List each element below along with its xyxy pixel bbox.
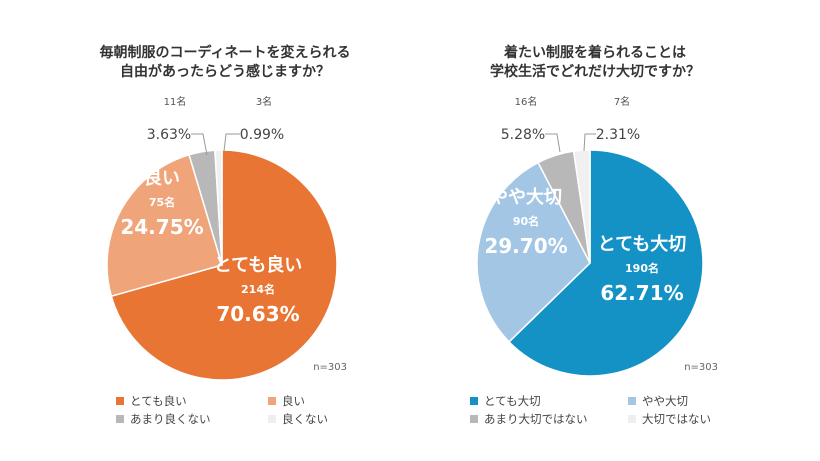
chart-2-slice-3-percent-label: 5.28%: [501, 127, 545, 143]
chart-1-legend-item-4: 良くない: [268, 411, 328, 427]
chart-2-slice-2-category-label: やや大切: [490, 186, 562, 208]
chart-2-legend-item-2: やや大切: [628, 393, 688, 409]
chart-1-slice-2-percent-label: 24.75%: [120, 215, 203, 239]
chart-1-legend-swatch-2: [268, 397, 276, 405]
chart-2-legend-swatch-1: [470, 397, 478, 405]
chart-2-title-line-1: 着たい制服を着られることは: [504, 45, 686, 61]
chart-1-slice-1: [110, 149, 338, 381]
chart-1-slice-1-category-label: とても良い: [214, 254, 303, 276]
chart-2-slice-1: [507, 149, 704, 377]
chart-1-legend-item-1: とても良い: [116, 393, 187, 409]
chart-1-title-line-2: 自由があったらどう感じますか？: [120, 64, 330, 80]
chart-1-legend-label-4: 良くない: [282, 412, 328, 426]
chart-1-legend-label-2: 良い: [282, 394, 305, 408]
chart-2-slice-2-count-label: 90名: [513, 214, 539, 228]
chart-2-legend-swatch-4: [628, 415, 636, 423]
chart-1-slice-4: [214, 149, 223, 266]
chart-1-slice-3-count-label: 11名: [164, 95, 187, 108]
chart-2-slice-3-leader-line: [545, 133, 561, 153]
chart-1-legend-label-1: とても良い: [130, 394, 187, 408]
chart-1-title-line-1: 毎朝制服のコーディネートを変えられる: [99, 45, 351, 61]
chart-2-legend-swatch-3: [470, 415, 478, 423]
chart-2-slice-2: [476, 161, 591, 343]
chart-1-slice-3-percent-label: 3.63%: [147, 127, 191, 143]
chart-1-legend-label-3: あまり良くない: [130, 412, 211, 426]
chart-1-legend-item-2: 良い: [268, 393, 305, 409]
chart-2-legend-label-3: あまり大切ではない: [484, 412, 588, 426]
chart-1-slice-4-leader-line: [223, 133, 240, 152]
chart-1-slice-1-percent-label: 70.63%: [216, 302, 299, 326]
chart-1-legend-swatch-4: [268, 415, 276, 423]
chart-2-slice-4-leader-line: [583, 133, 596, 152]
chart-2-slice-4-count-label: 7名: [614, 95, 630, 108]
chart-2-slice-4-percent-label: 2.31%: [596, 127, 640, 143]
chart-2-title: 着たい制服を着られることは 学校生活でどれだけ大切ですか？: [410, 44, 780, 82]
chart-1-slice-2: [106, 153, 223, 298]
chart-1-legend-swatch-1: [116, 397, 124, 405]
chart-1-slice-4-count-label: 3名: [256, 95, 272, 108]
chart-1-slice-3-leader-line: [191, 133, 208, 156]
chart-2-slice-1-count-label: 190名: [625, 261, 659, 275]
chart-2-legend-swatch-2: [628, 397, 636, 405]
chart-2-slice-3-count-label: 16名: [515, 95, 538, 108]
chart-1-legend-swatch-3: [116, 415, 124, 423]
chart-2-legend-label-4: 大切ではない: [642, 412, 711, 426]
chart-2-slice-2-percent-label: 29.70%: [484, 234, 567, 258]
chart-1-legend-item-3: あまり良くない: [116, 411, 211, 427]
chart-1-slice-2-count-label: 75名: [149, 195, 175, 209]
chart-2-legend-label-1: とても大切: [484, 394, 541, 408]
chart-2-slice-4: [572, 149, 591, 264]
chart-2-legend-item-1: とても大切: [470, 393, 541, 409]
chart-2-legend-label-2: やや大切: [642, 394, 688, 408]
chart-1-title: 毎朝制服のコーディネートを変えられる 自由があったらどう感じますか？: [40, 44, 410, 82]
chart-2-slice-1-percent-label: 62.71%: [600, 281, 683, 305]
chart-1-slice-1-count-label: 214名: [241, 282, 275, 296]
chart-2-legend-item-3: あまり大切ではない: [470, 411, 588, 427]
chart-2-title-line-2: 学校生活でどれだけ大切ですか？: [490, 64, 700, 80]
chart-2-n-label: n=303: [684, 362, 718, 373]
chart-2-slice-1-category-label: とても大切: [598, 233, 687, 255]
chart-1-slice-4-percent-label: 0.99%: [240, 127, 284, 143]
chart-1-n-label: n=303: [313, 362, 347, 373]
chart-1-slice-2-category-label: 良い: [144, 167, 180, 189]
chart-2-legend-item-4: 大切ではない: [628, 411, 711, 427]
